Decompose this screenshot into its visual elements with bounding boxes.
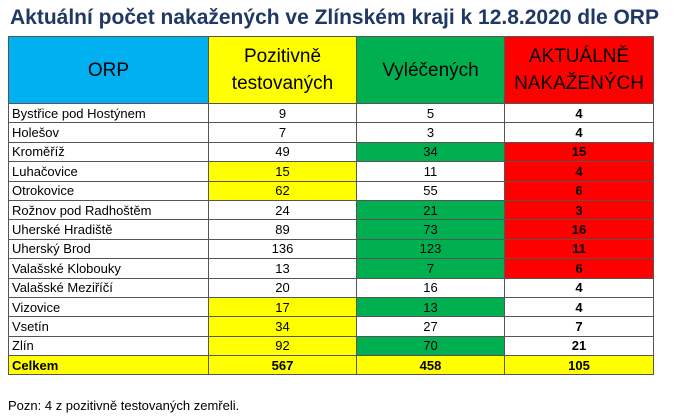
cell-name: Bystřice pod Hostýnem [8, 102, 209, 124]
cell-active: 3 [504, 199, 654, 221]
header-orp: ORP [8, 36, 209, 104]
cell-active: 6 [504, 258, 654, 279]
cell-active: 11 [504, 238, 654, 260]
cell-name: Vsetín [8, 316, 209, 337]
cell-positive: 49 [208, 141, 357, 163]
cell-name: Uherský Brod [8, 238, 209, 260]
header-positive-line2: testovaných [231, 73, 334, 94]
table-row: Vizovice 17 13 4 [8, 296, 654, 318]
cell-recovered: 34 [356, 141, 505, 163]
cell-recovered: 70 [356, 335, 505, 357]
table-row: Uherské Hradiště 89 73 16 [8, 219, 654, 240]
table-body: Bystřice pod Hostýnem 9 5 4 Holešov 7 3 4 Kroměř… [8, 102, 654, 376]
table-row: Luhačovice 15 11 4 [8, 161, 654, 182]
cell-positive: 13 [208, 258, 357, 279]
page-title: Aktuální počet nakažených ve Zlínském kr… [10, 6, 659, 29]
cell-name: Rožnov pod Radhoštěm [8, 199, 209, 221]
cell-active: 4 [504, 122, 654, 143]
cell-active: 4 [504, 102, 654, 124]
cell-recovered: 21 [356, 199, 505, 221]
cell-name: Zlín [8, 335, 209, 357]
table-row: Holešov 7 3 4 [8, 122, 654, 143]
table-row: Otrokovice 62 55 6 [8, 180, 654, 201]
header-active: AKTUÁLNĚ NAKAŽENÝCH [504, 36, 654, 104]
cell-positive: 24 [208, 199, 357, 221]
cell-positive: 136 [208, 238, 357, 260]
cell-active: 7 [504, 316, 654, 337]
table-row: Zlín 92 70 21 [8, 335, 654, 357]
cell-name: Otrokovice [8, 180, 209, 201]
cell-active: 4 [504, 296, 654, 318]
total-positive: 567 [208, 355, 357, 376]
total-name: Celkem [8, 355, 209, 376]
cell-positive: 9 [208, 102, 357, 124]
table-row: Valašské Meziříčí 20 16 4 [8, 277, 654, 298]
cell-recovered: 27 [356, 316, 505, 337]
total-active: 105 [504, 355, 654, 376]
header-active-line1: AKTUÁLNĚ [528, 46, 630, 67]
footnote: Pozn: 4 z pozitivně testovaných zemřeli. [8, 398, 240, 413]
header-orp-label: ORP [87, 59, 130, 81]
table-row: Rožnov pod Radhoštěm 24 21 3 [8, 199, 654, 221]
cell-recovered: 55 [356, 180, 505, 201]
cell-positive: 20 [208, 277, 357, 298]
header-recovered: Vyléčených [356, 36, 505, 104]
cell-positive: 15 [208, 161, 357, 182]
cell-name: Holešov [8, 122, 209, 143]
cell-active: 15 [504, 141, 654, 163]
cell-recovered: 5 [356, 102, 505, 124]
total-recovered: 458 [356, 355, 505, 376]
header-active-line2: NAKAŽENÝCH [514, 73, 644, 94]
cell-positive: 7 [208, 122, 357, 143]
table-header-row: ORP Pozitivně testovaných Vyléčených AKT… [8, 36, 654, 104]
cell-positive: 17 [208, 296, 357, 318]
cell-recovered: 123 [356, 238, 505, 260]
cell-name: Valašské Meziříčí [8, 277, 209, 298]
header-positive-line1: Pozitivně [243, 46, 322, 67]
cell-active: 4 [504, 277, 654, 298]
cell-name: Uherské Hradiště [8, 219, 209, 240]
table-row: Bystřice pod Hostýnem 9 5 4 [8, 102, 654, 124]
table-row: Uherský Brod 136 123 11 [8, 238, 654, 260]
cell-active: 16 [504, 219, 654, 240]
cell-name: Kroměříž [8, 141, 209, 163]
cell-name: Valašské Klobouky [8, 258, 209, 279]
cell-recovered: 3 [356, 122, 505, 143]
table-row: Kroměříž 49 34 15 [8, 141, 654, 163]
cell-recovered: 11 [356, 161, 505, 182]
cell-recovered: 7 [356, 258, 505, 279]
table-row: Vsetín 34 27 7 [8, 316, 654, 337]
cell-active: 6 [504, 180, 654, 201]
cell-recovered: 73 [356, 219, 505, 240]
cell-positive: 34 [208, 316, 357, 337]
cell-recovered: 16 [356, 277, 505, 298]
cell-positive: 62 [208, 180, 357, 201]
cell-name: Vizovice [8, 296, 209, 318]
cell-active: 21 [504, 335, 654, 357]
total-row: Celkem 567 458 105 [8, 355, 654, 376]
cell-positive: 92 [208, 335, 357, 357]
table-row: Valašské Klobouky 13 7 6 [8, 258, 654, 279]
cell-name: Luhačovice [8, 161, 209, 182]
header-recovered-label: Vyléčených [382, 59, 479, 81]
cell-positive: 89 [208, 219, 357, 240]
header-positive: Pozitivně testovaných [208, 36, 357, 104]
cell-active: 4 [504, 161, 654, 182]
cell-recovered: 13 [356, 296, 505, 318]
covid-cases-table: ORP Pozitivně testovaných Vyléčených AKT… [8, 36, 654, 376]
